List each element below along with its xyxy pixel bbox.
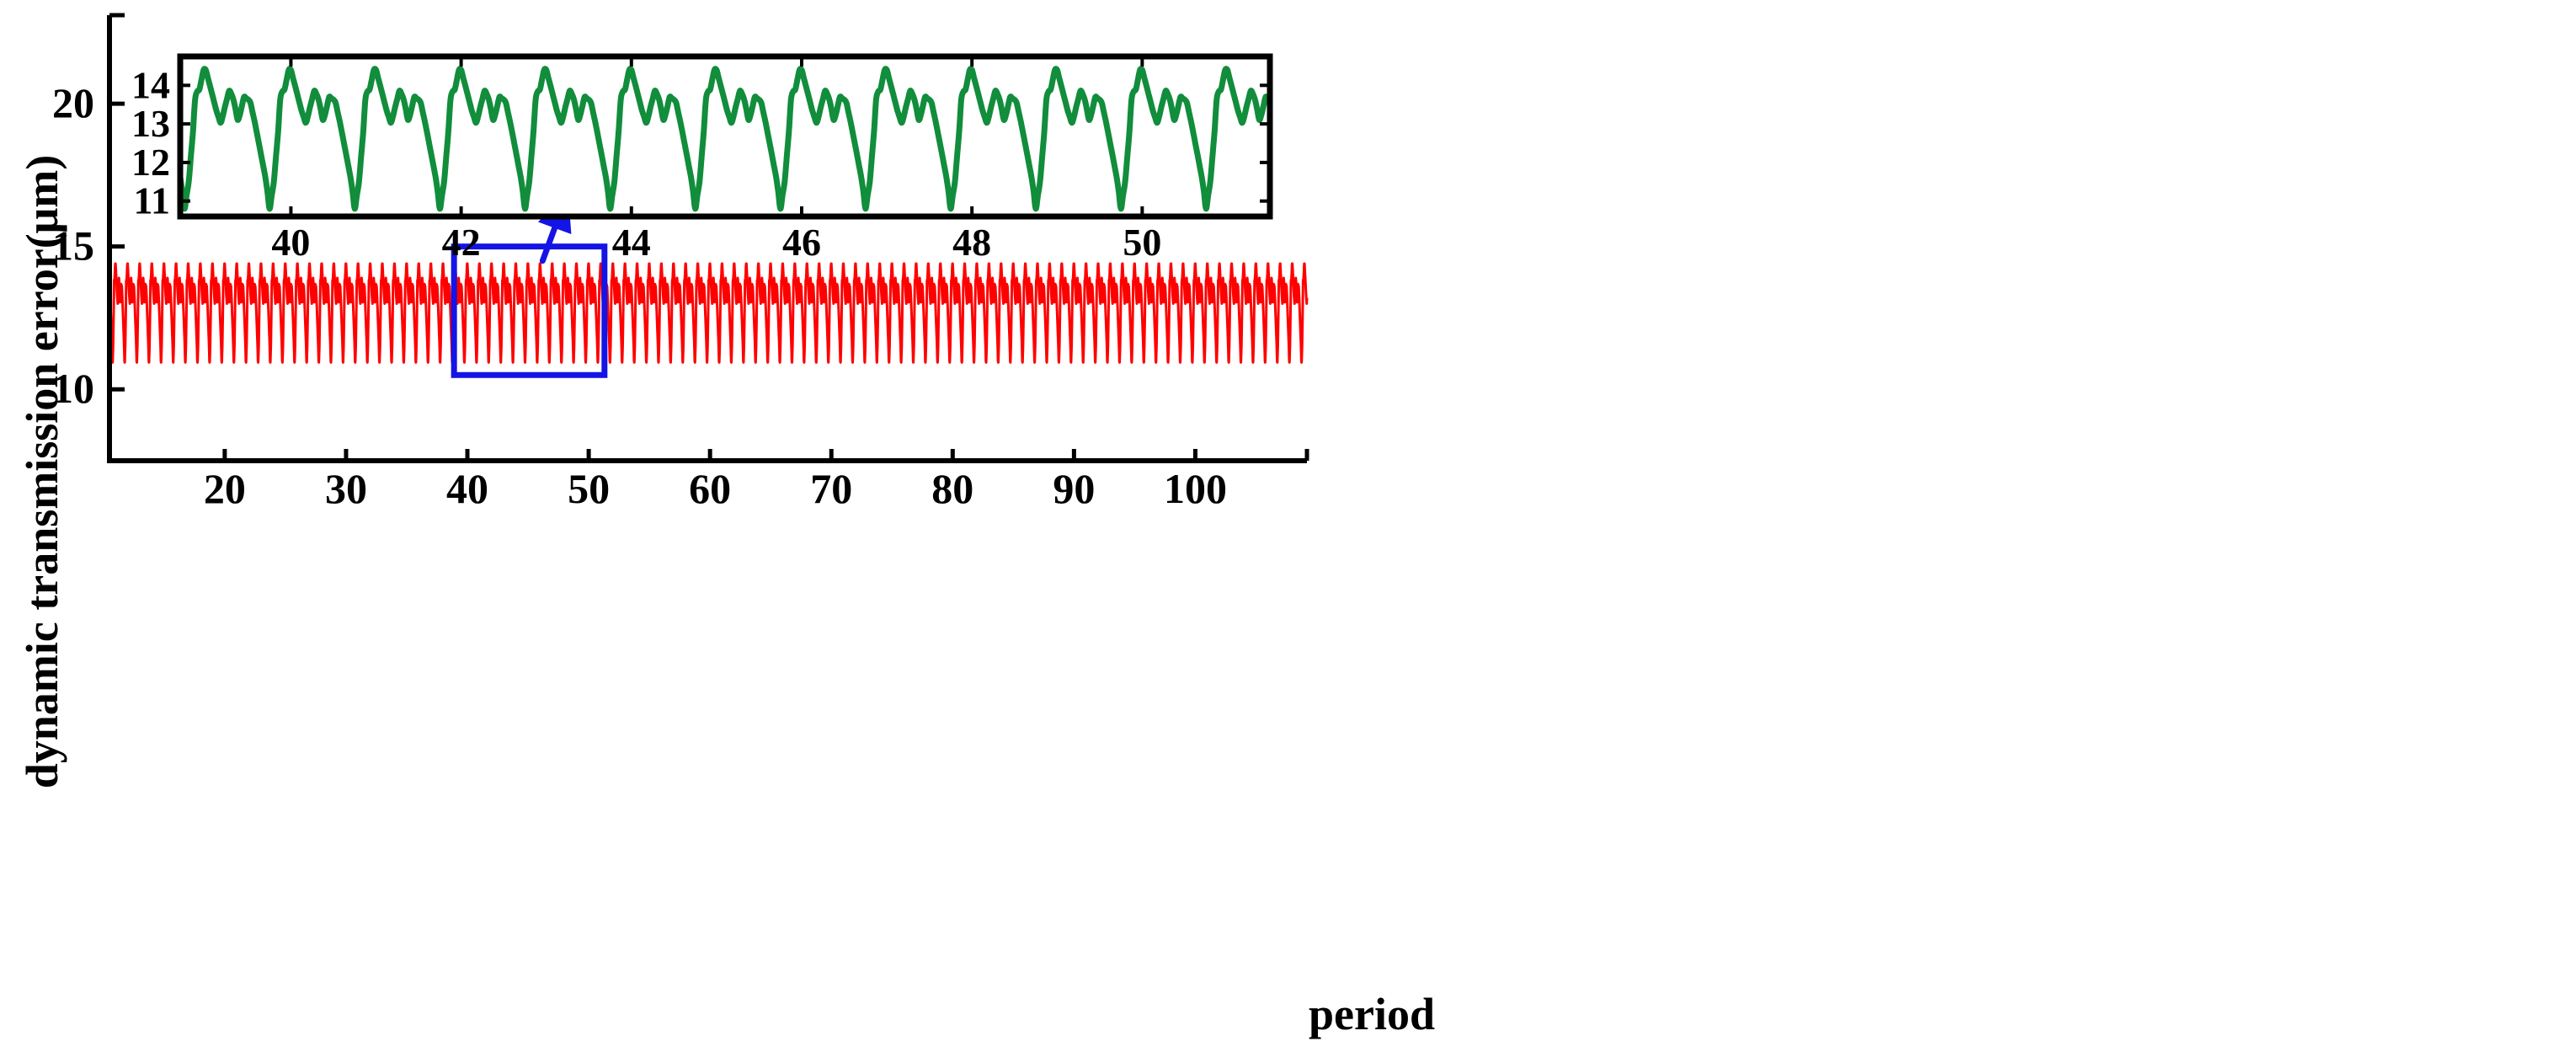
inset-x-tick-label-0: 40 [271, 221, 310, 264]
x-tick-label-6: 80 [931, 465, 973, 512]
x-tick-label-3: 50 [568, 465, 610, 512]
inset-x-tick-label-4: 48 [952, 221, 991, 264]
y-tick-label-1: 15 [52, 222, 94, 270]
inset-x-tick-label-2: 44 [612, 221, 651, 264]
inset-y-tick-label-2: 13 [131, 102, 170, 145]
inset-frame [177, 53, 1273, 220]
x-tick-label-5: 70 [810, 465, 852, 512]
zoom-box [451, 243, 608, 378]
y-tick-label-2: 20 [52, 79, 94, 126]
x-tick-label-8: 100 [1164, 465, 1227, 512]
inset-x-tick-label-5: 50 [1123, 221, 1161, 264]
x-tick-label-4: 60 [689, 465, 731, 512]
main-plot: 20 30 40 50 60 70 80 90 100 10 15 20 [52, 13, 1309, 512]
inset-y-tick-label-0: 11 [134, 179, 170, 222]
inset-x-tick-label-3: 46 [782, 221, 821, 264]
zoom-arrow-shaft [539, 225, 558, 264]
inset-y-tick-label-3: 14 [131, 63, 170, 106]
inset-x-tick-label-1: 42 [442, 221, 481, 264]
series-line-dte [108, 262, 1309, 364]
y-axis-label: dynamic transmission error(μm) [17, 155, 67, 789]
y-tick-label-0: 10 [52, 365, 94, 412]
x-tick-label-1: 30 [325, 465, 367, 512]
inset-series-line [180, 66, 1270, 212]
x-tick-label-0: 20 [204, 465, 246, 512]
inset-y-tick-label-1: 12 [131, 141, 170, 184]
x-axis-label: period [1309, 989, 1435, 1039]
x-tick-label-7: 90 [1053, 465, 1095, 512]
x-tick-label-2: 40 [446, 465, 488, 512]
